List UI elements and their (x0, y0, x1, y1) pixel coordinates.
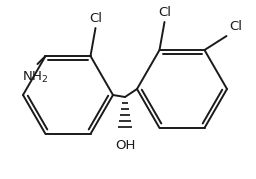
Text: OH: OH (115, 139, 135, 152)
Text: Cl: Cl (229, 20, 242, 33)
Text: NH$_2$: NH$_2$ (22, 70, 49, 85)
Text: Cl: Cl (89, 12, 102, 25)
Text: Cl: Cl (158, 6, 171, 19)
